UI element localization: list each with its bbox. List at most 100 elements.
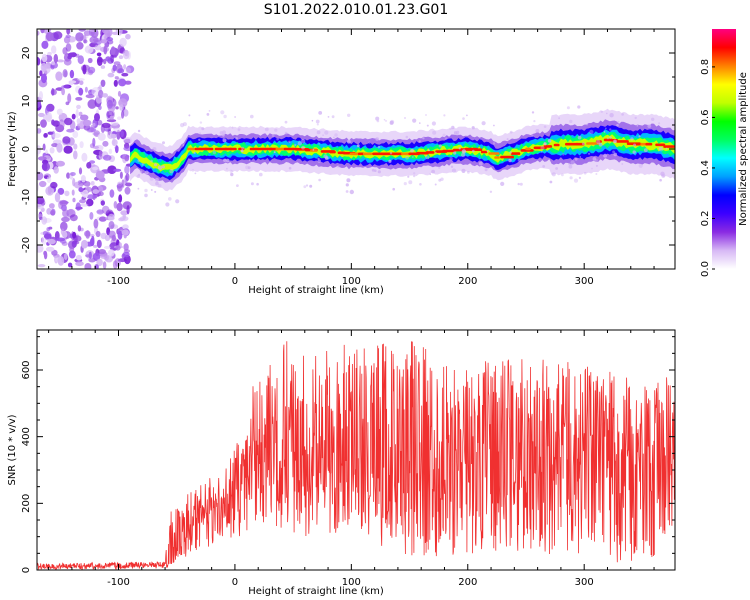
scatter-dot [489,190,493,193]
scatter-dot [428,149,430,152]
scatter-dot [658,146,662,151]
scatter-dot [665,147,668,150]
scatter-dot [630,137,634,141]
scatter-dot [144,170,149,175]
scatter-dot [431,121,436,126]
scatter-dot [182,122,187,127]
scatter-dot [594,158,598,163]
scatter-dot [311,119,314,122]
scatter-dot [312,149,315,151]
scatter-dot [451,125,455,130]
scatter-dot [347,113,351,118]
scatter-dot [425,155,430,160]
scatter-dot [248,159,251,161]
scatter-dot [168,197,172,201]
scatter-dot [271,134,275,138]
scatter-dot [443,114,446,117]
scatter-dot [429,173,432,176]
spectrogram-x-tick-label: 0 [232,276,238,287]
scatter-dot [540,145,545,150]
scatter-dot [212,150,216,155]
colorbar-gradient [712,29,736,269]
scatter-dot [225,158,230,163]
scatter-dot [481,121,486,126]
scatter-dot [647,124,652,128]
scatter-dot [331,115,335,119]
scatter-dot [613,139,617,144]
scatter-dot [549,180,553,184]
spectrogram-y-tick-label: -10 [21,189,32,205]
snr-plot-frame [36,329,676,571]
scatter-dot [517,158,521,162]
scatter-dot [199,132,201,135]
scatter-dot [531,111,535,114]
scatter-dot [583,171,587,175]
scatter-dot [438,144,442,148]
scatter-dot [165,202,170,207]
scatter-dot [297,141,302,146]
scatter-dot [169,169,174,174]
scatter-dot [603,131,606,133]
colorbar: 0.0 0.2 0.4 0.6 0.8 Normalized spectral ampl… [700,29,749,277]
scatter-dot [199,121,203,124]
scatter-dot [139,170,143,173]
scatter-dot [162,141,165,145]
scatter-dot [422,137,425,140]
scatter-dot [633,143,637,147]
scatter-dot [462,117,465,120]
scatter-dot [182,144,185,146]
scatter-dot [651,117,655,122]
scatter-dot [385,120,387,122]
scatter-dot [577,105,581,109]
scatter-dot [632,150,636,154]
scatter-dot [317,157,320,160]
snr-x-tick-label: -100 [107,577,130,588]
scatter-dot [508,158,512,163]
scatter-dot [137,159,140,163]
scatter-dot [234,116,237,118]
scatter-dot [442,133,446,137]
scatter-dot [144,193,148,198]
scatter-dot [413,172,416,175]
scatter-dot [407,175,410,178]
scatter-dot [566,106,570,110]
scatter-dot [273,151,276,154]
scatter-dot [284,131,288,135]
scatter-dot [264,127,269,132]
scatter-dot [318,143,321,145]
scatter-dot [137,187,140,190]
scatter-dot [577,135,582,140]
scatter-dot [613,152,617,157]
snr-x-tick-label: 100 [342,577,361,588]
scatter-dot [222,133,225,137]
snr-series-line [37,341,675,570]
scatter-dot [596,139,601,144]
scatter-dot [471,126,475,130]
scatter-dot [161,165,165,169]
scatter-dot [460,152,466,158]
scatter-dot [327,116,330,118]
scatter-dot [591,167,593,170]
scatter-dot [301,139,306,144]
scatter-dot [317,159,321,163]
scatter-dot [390,119,395,125]
scatter-dot [533,120,536,123]
scatter-dot [349,189,354,195]
scatter-dot [600,110,603,114]
scatter-dot [589,129,594,135]
scatter-dot [453,131,458,135]
scatter-dot [226,167,228,170]
scatter-dot [634,116,637,120]
scatter-dot [535,129,540,133]
snr-y-tick-label: 0 [21,567,32,573]
spectrogram-x-tick-label: 200 [458,276,477,287]
scatter-dot [569,119,573,124]
scatter-dot [345,183,349,187]
scatter-dot [574,157,578,161]
scatter-dot [223,158,227,162]
scatter-dot [466,114,468,117]
scatter-dot [235,137,238,140]
scatter-dot [621,163,624,165]
scatter-dot [377,145,381,149]
